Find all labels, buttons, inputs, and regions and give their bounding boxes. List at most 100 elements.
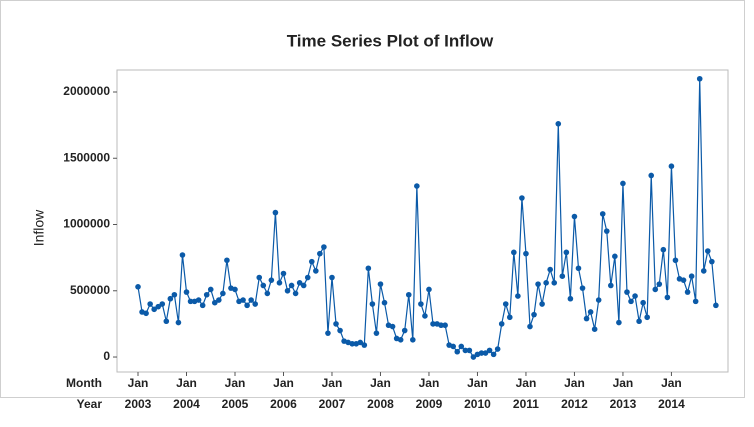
data-point [498,321,505,327]
x-tick-label: Jan [128,376,149,390]
data-point [410,336,416,343]
data-point [583,315,590,322]
data-point [244,302,250,309]
year-label: 2009 [416,397,443,411]
data-point [660,246,667,253]
data-point [167,295,174,302]
data-point [466,347,473,354]
data-point [523,250,529,257]
x-tick-label: Jan [467,376,488,390]
data-point [442,322,448,329]
data-point [608,282,614,289]
data-point [692,298,699,305]
data-point [179,252,186,258]
data-point [628,298,634,305]
data-point [224,257,230,264]
data-point [203,291,210,298]
data-point [216,297,222,303]
data-point [248,297,254,303]
year-label: 2014 [658,397,685,411]
data-point [591,326,598,332]
data-point [668,163,675,170]
x-tick-label: Jan [273,376,294,390]
data-point [704,248,711,254]
y-tick-label: 2000000 [63,84,110,98]
data-point [620,180,626,187]
data-point [612,253,618,260]
data-point [240,297,246,303]
data-point [373,330,380,336]
data-point [207,286,214,293]
y-tick-label: 1500000 [63,150,110,164]
data-point [462,347,469,354]
data-point [543,280,549,286]
data-point [357,339,364,346]
data-point [401,327,408,334]
data-point [684,289,691,295]
data-point [418,301,424,307]
data-point [700,268,707,274]
year-row-label: Year [77,397,103,411]
data-point [159,301,166,307]
data-point [527,323,533,330]
data-point [155,303,162,310]
data-point [547,266,553,273]
data-point [377,281,384,287]
data-point [539,301,545,307]
data-point [333,321,339,327]
data-point [422,313,428,319]
data-point [680,277,687,283]
data-point [365,265,372,272]
year-label: 2006 [270,397,297,411]
data-point [624,289,630,295]
data-point [232,286,238,293]
data-point [709,258,715,265]
data-point [656,281,663,287]
data-point [304,274,311,281]
data-point [672,257,679,264]
data-point [551,280,558,286]
data-point [349,340,355,347]
data-point [713,302,719,309]
data-point [430,321,436,327]
data-point [389,323,396,330]
data-point [264,290,271,297]
data-point [438,322,444,329]
data-point [211,299,218,306]
data-point [587,309,594,315]
data-point [308,258,315,265]
data-point [567,295,574,302]
chart-title: Time Series Plot of Inflow [287,31,494,50]
data-point [458,343,465,350]
data-point [644,314,650,321]
data-point [292,290,299,297]
data-point [603,228,610,234]
x-tick-label: Jan [661,376,682,390]
month-row-label: Month [66,376,102,390]
data-point [450,343,457,350]
data-point [502,301,509,307]
data-point [284,287,291,294]
data-point [321,244,327,250]
data-point [494,346,501,352]
year-label: 2007 [319,397,346,411]
data-point [300,282,307,289]
data-point [454,348,461,355]
data-point [506,314,513,321]
data-point [579,285,586,291]
data-point [397,336,404,343]
data-point [337,327,343,334]
plot-area [116,69,729,373]
data-point [652,286,659,293]
x-tick-label: Jan [176,376,197,390]
y-tick-label: 0 [103,349,110,363]
data-point [640,299,646,306]
data-point [183,289,190,295]
data-point [696,75,703,82]
data-point [519,195,525,201]
y-axis-label: Inflow [31,209,47,246]
x-tick-label: Jan [225,376,246,390]
data-point [147,301,153,307]
data-point [470,354,477,360]
